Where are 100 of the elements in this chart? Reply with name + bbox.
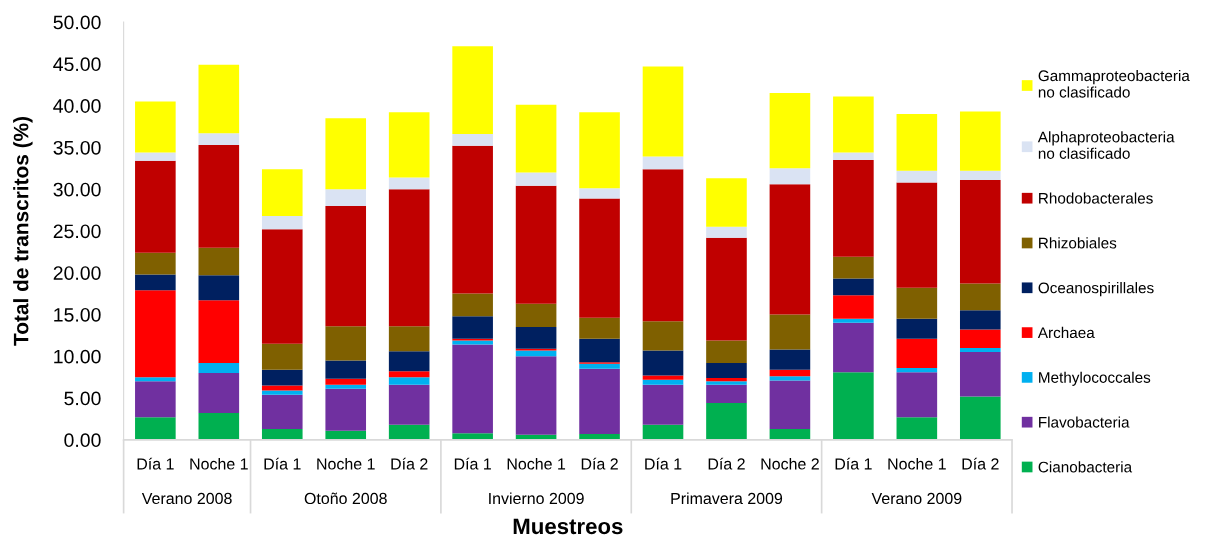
bar (135, 274, 176, 291)
bar (959, 310, 1001, 330)
bar (769, 168, 811, 185)
x-tick-label: Día 1 (835, 457, 872, 470)
y-tick-label: 50.00 (53, 15, 101, 30)
y-axis-title: Total de transcritos (%) (13, 117, 33, 346)
bar (706, 237, 747, 341)
x-tick-label: Día 1 (454, 457, 491, 470)
bar (959, 396, 1001, 440)
x-tick-label: Noche 1 (507, 457, 566, 470)
x-tick-label: Día 1 (137, 457, 174, 470)
bar (706, 178, 747, 227)
bar (388, 326, 430, 352)
bar (515, 327, 557, 349)
bar (452, 46, 493, 135)
bar (706, 403, 747, 440)
bar (388, 177, 430, 190)
bar (579, 112, 620, 189)
legend-label: Flavobacteria (1039, 416, 1130, 428)
bar (833, 322, 874, 373)
bar (135, 152, 176, 161)
bar (833, 256, 874, 279)
bar (388, 351, 430, 372)
bar (388, 112, 430, 178)
legend-label: Alphaproteobacteria no clasificado (1037, 131, 1175, 159)
legend-label: Archaea (1037, 326, 1095, 339)
bar (833, 372, 874, 440)
bar (515, 104, 557, 173)
bar (959, 283, 1001, 311)
legend-label: Rhodobacterales (1039, 192, 1153, 204)
bar (896, 170, 938, 183)
bar (833, 159, 874, 257)
bar (388, 424, 430, 440)
bar (388, 371, 430, 378)
bar (325, 388, 367, 431)
bar (325, 378, 367, 385)
bar (452, 433, 493, 440)
bar (706, 226, 747, 238)
bar (579, 363, 620, 369)
bar (388, 384, 430, 425)
bar (261, 369, 303, 386)
bar (579, 198, 620, 318)
bar (579, 368, 620, 434)
bar (135, 101, 176, 153)
bar (769, 349, 811, 370)
bar (833, 318, 874, 323)
bar (325, 384, 367, 389)
bar (325, 326, 367, 361)
bar (896, 287, 938, 319)
bar (959, 329, 1001, 348)
legend-label: Cianobacteria (1038, 461, 1133, 473)
legend-label: Methylococcales (1039, 371, 1151, 386)
bar (261, 428, 303, 440)
bar (642, 169, 684, 322)
bar (642, 321, 684, 351)
bar (769, 376, 811, 381)
bar (769, 428, 811, 440)
bar (388, 377, 430, 385)
text: Verano 2008 (141, 492, 232, 505)
bar (135, 252, 176, 275)
bar (388, 189, 430, 327)
x-axis-title: Muestreos (513, 518, 623, 535)
x-tick-label: Noche 1 (888, 457, 946, 470)
x-tick-label: Día 2 (391, 457, 428, 470)
text: Verano 2009 (871, 492, 962, 505)
bar (198, 300, 240, 363)
x-tick-label: Noche 1 (317, 457, 375, 470)
y-tick-label: 25.00 (53, 224, 101, 239)
bar (452, 344, 493, 434)
bar (325, 118, 367, 190)
bar (896, 318, 938, 339)
bar (833, 295, 874, 319)
x-tick-label: Día 1 (264, 457, 301, 470)
y-tick-label: 40.00 (53, 99, 101, 113)
bar (515, 303, 557, 328)
legend-label: Rhizobiales (1039, 237, 1117, 249)
bar (642, 424, 684, 440)
bar (959, 111, 1001, 171)
y-tick-label: 0.00 (64, 433, 101, 448)
y-tick-label: 15.00 (54, 307, 101, 322)
bar (135, 381, 176, 418)
bar (833, 278, 874, 296)
y-tick-label: 20.00 (53, 266, 101, 280)
bar (959, 170, 1001, 180)
y-tick-label: 5.00 (64, 391, 101, 406)
bar (261, 385, 303, 391)
bar (515, 356, 557, 435)
bar (642, 379, 684, 385)
bar (959, 352, 1001, 397)
bar (452, 316, 493, 339)
bar (452, 134, 493, 146)
text: Invierno 2009 (489, 492, 584, 505)
bar (579, 317, 620, 339)
bar (198, 413, 240, 440)
text: Primavera 2009 (671, 492, 783, 505)
legend-label: Oceanospirillales (1038, 282, 1154, 297)
x-tick-label: Noche 1 (190, 457, 248, 470)
bar (198, 144, 240, 248)
bar (896, 338, 938, 368)
bar (579, 338, 620, 363)
